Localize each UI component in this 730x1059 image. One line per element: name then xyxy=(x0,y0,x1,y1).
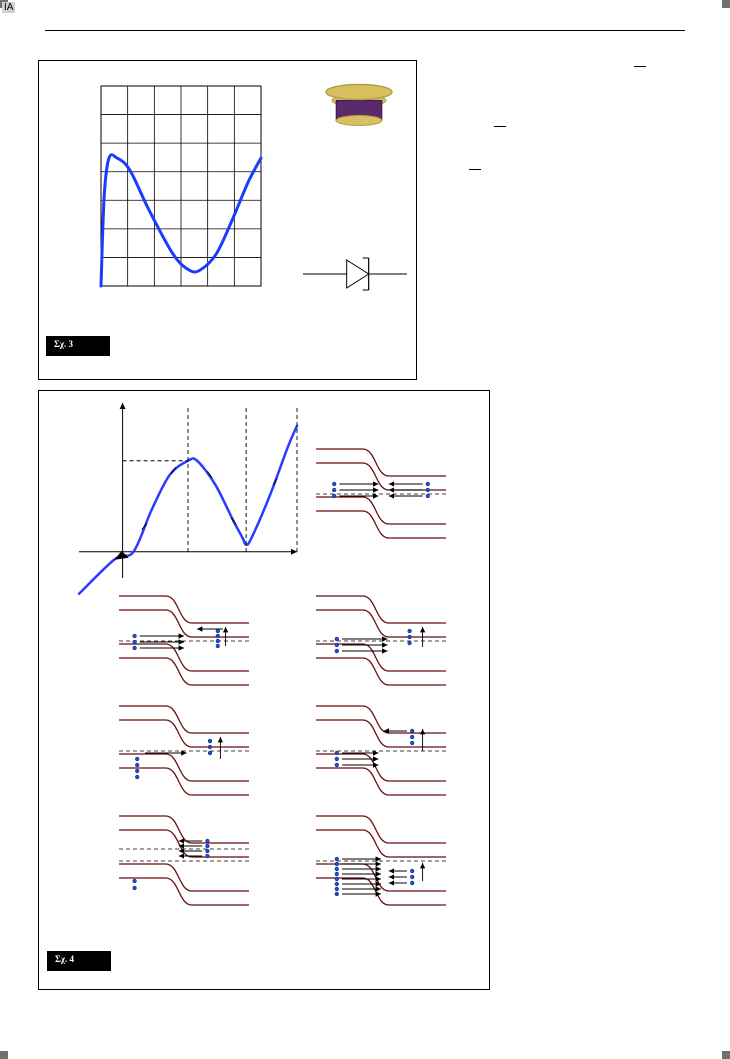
page: IA Σχ. 3 Σχ. 4 xyxy=(0,0,730,1059)
figure-4-svg xyxy=(39,391,491,991)
band-diagram-G xyxy=(316,816,446,905)
band-diagram-C xyxy=(316,596,446,685)
figure-3-caption: Σχ. 3 xyxy=(46,336,110,356)
figure-3-svg xyxy=(39,61,418,381)
corner-bl xyxy=(0,1051,8,1059)
header-rule xyxy=(45,30,685,31)
equation-bar xyxy=(494,126,506,127)
equation-bar xyxy=(634,66,646,67)
corner-br xyxy=(722,1051,730,1059)
equation-bar xyxy=(469,169,481,170)
band-diagram-D xyxy=(119,706,249,795)
header-marker: IA xyxy=(2,2,15,13)
band-diagram-A xyxy=(316,449,446,538)
figure-4: Σχ. 4 xyxy=(38,390,490,990)
band-diagram-B xyxy=(119,596,249,685)
band-diagram-F xyxy=(119,816,249,905)
figure-4-caption: Σχ. 4 xyxy=(47,951,111,971)
band-diagram-E xyxy=(316,706,446,795)
corner-tr xyxy=(722,0,730,8)
figure-3: Σχ. 3 xyxy=(38,60,417,380)
